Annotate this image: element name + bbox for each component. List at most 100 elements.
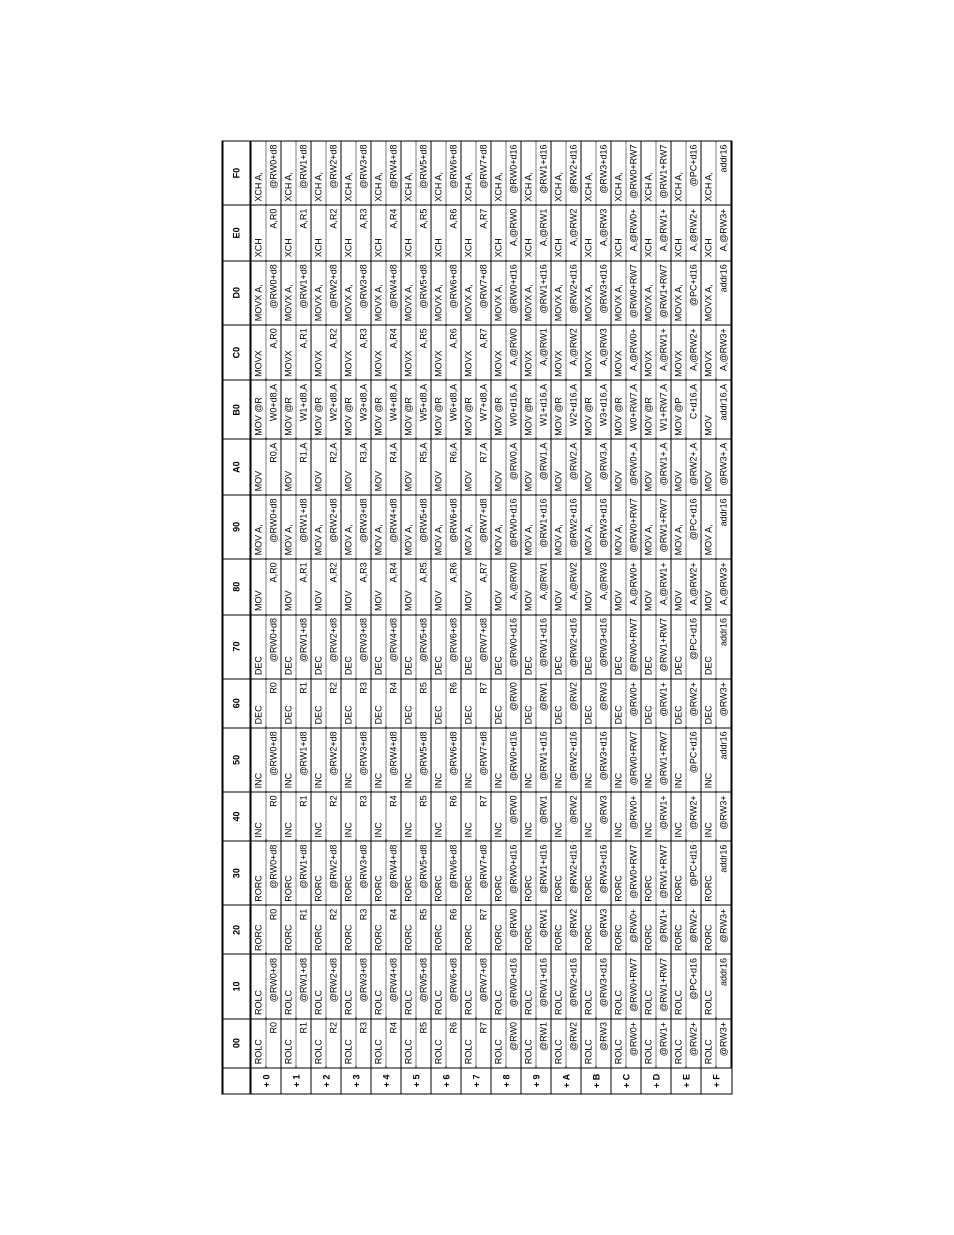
cell-operand: A,R5 <box>416 205 431 261</box>
cell-operand: @RW6+d8 <box>446 495 461 559</box>
corner-cell <box>223 1068 251 1094</box>
cell-mnemonic: MOVX A, <box>281 261 296 325</box>
cell-mnemonic: INC <box>701 728 716 792</box>
cell-mnemonic: MOV A, <box>281 495 296 559</box>
cell-mnemonic: MOV <box>341 439 356 495</box>
col-header: 50 <box>223 728 251 792</box>
cell-mnemonic: MOV <box>461 439 476 495</box>
cell-mnemonic: RORC <box>401 841 416 905</box>
cell-mnemonic: DEC <box>611 679 626 728</box>
cell-operand: R7 <box>476 905 491 954</box>
cell-mnemonic: MOVX <box>701 325 716 381</box>
cell-mnemonic: MOV A, <box>611 495 626 559</box>
cell-mnemonic: XCH A, <box>581 141 596 205</box>
cell-mnemonic: MOV A, <box>401 495 416 559</box>
cell-mnemonic: XCH A, <box>431 141 446 205</box>
cell-mnemonic: MOV <box>371 439 386 495</box>
cell-mnemonic: RORC <box>641 905 656 954</box>
col-header: 80 <box>223 559 251 615</box>
cell-mnemonic: ROLC <box>281 1019 296 1068</box>
cell-mnemonic: MOV @R <box>281 380 296 439</box>
cell-operand: @RW0+d8 <box>266 841 281 905</box>
cell-mnemonic: DEC <box>341 615 356 679</box>
cell-operand: A,R3 <box>356 559 371 615</box>
cell-operand: A,@RW0 <box>506 559 521 615</box>
cell-mnemonic: RORC <box>521 905 536 954</box>
cell-operand: addr16,A <box>716 380 732 439</box>
cell-operand: @RW5+d8 <box>416 954 431 1018</box>
cell-mnemonic: XCH <box>671 205 686 261</box>
cell-mnemonic: DEC <box>671 615 686 679</box>
row-label: + 6 <box>431 1068 461 1094</box>
cell-operand: R0 <box>266 1019 281 1068</box>
cell-operand: W1+d8,A <box>296 380 311 439</box>
cell-mnemonic: RORC <box>341 841 356 905</box>
cell-operand: @RW2+d16 <box>566 261 581 325</box>
cell-operand: @RW6+d8 <box>446 615 461 679</box>
cell-operand: A,@RW1 <box>536 325 551 381</box>
cell-mnemonic: MOV @R <box>341 380 356 439</box>
cell-mnemonic: MOV <box>311 439 326 495</box>
cell-mnemonic: XCH <box>341 205 356 261</box>
cell-mnemonic: XCH <box>611 205 626 261</box>
cell-operand: W3+d8,A <box>356 380 371 439</box>
cell-operand: A,@RW2+ <box>686 325 701 381</box>
cell-mnemonic: MOVX A, <box>341 261 356 325</box>
cell-operand: R2 <box>326 792 341 841</box>
cell-operand: addr16 <box>716 495 732 559</box>
cell-mnemonic: ROLC <box>491 1019 506 1068</box>
cell-operand: @RW6+d8 <box>446 954 461 1018</box>
cell-operand: @RW3+ <box>716 792 732 841</box>
cell-mnemonic: RORC <box>281 841 296 905</box>
cell-mnemonic: DEC <box>641 615 656 679</box>
cell-operand: @RW3+d8 <box>356 261 371 325</box>
cell-mnemonic: RORC <box>431 905 446 954</box>
cell-operand: @PC+d16 <box>686 728 701 792</box>
cell-mnemonic: ROLC <box>551 954 566 1018</box>
cell-mnemonic: MOVX <box>551 325 566 381</box>
cell-mnemonic: DEC <box>341 679 356 728</box>
cell-operand: W1+RW7,A <box>656 380 671 439</box>
cell-mnemonic: MOVX <box>281 325 296 381</box>
cell-operand: @RW1+d16 <box>536 954 551 1018</box>
cell-mnemonic: RORC <box>341 905 356 954</box>
cell-mnemonic: MOV <box>311 559 326 615</box>
cell-operand: @RW1+RW7 <box>656 141 671 205</box>
cell-operand: @RW0+d8 <box>266 615 281 679</box>
cell-mnemonic: MOV A, <box>461 495 476 559</box>
cell-mnemonic: MOV @R <box>461 380 476 439</box>
cell-operand: A,R4 <box>386 205 401 261</box>
cell-operand: @RW1+d8 <box>296 495 311 559</box>
cell-operand: @RW3+d16 <box>596 495 611 559</box>
cell-mnemonic: XCH A, <box>311 141 326 205</box>
cell-operand: addr16 <box>716 615 732 679</box>
cell-operand: @RW0+ <box>626 792 641 841</box>
cell-operand: @RW0+ <box>626 1019 641 1068</box>
cell-mnemonic: MOVX <box>611 325 626 381</box>
cell-mnemonic: MOVX <box>371 325 386 381</box>
col-header: A0 <box>223 439 251 495</box>
cell-mnemonic: DEC <box>431 615 446 679</box>
cell-operand: @PC+d16 <box>686 615 701 679</box>
cell-operand: A,R6 <box>446 559 461 615</box>
row-label: + C <box>611 1068 641 1094</box>
cell-mnemonic: RORC <box>401 905 416 954</box>
cell-mnemonic: RORC <box>251 841 267 905</box>
cell-operand: @RW0+d8 <box>266 954 281 1018</box>
cell-operand: @RW0+RW7 <box>626 728 641 792</box>
cell-operand: A,@RW1+ <box>656 325 671 381</box>
cell-operand: A,@RW0 <box>506 205 521 261</box>
cell-operand: @RW1+d8 <box>296 141 311 205</box>
cell-operand: @RW7+d8 <box>476 728 491 792</box>
cell-mnemonic: DEC <box>521 679 536 728</box>
cell-mnemonic: RORC <box>641 841 656 905</box>
col-header: E0 <box>223 205 251 261</box>
cell-operand: A,@RW1+ <box>656 205 671 261</box>
cell-operand: A,@RW2 <box>566 559 581 615</box>
cell-operand: @RW1+RW7 <box>656 261 671 325</box>
cell-mnemonic: XCH A, <box>641 141 656 205</box>
cell-mnemonic: MOV @P <box>671 380 686 439</box>
cell-mnemonic: MOV <box>581 439 596 495</box>
cell-mnemonic: MOV <box>461 559 476 615</box>
cell-operand: @RW3+d8 <box>356 141 371 205</box>
